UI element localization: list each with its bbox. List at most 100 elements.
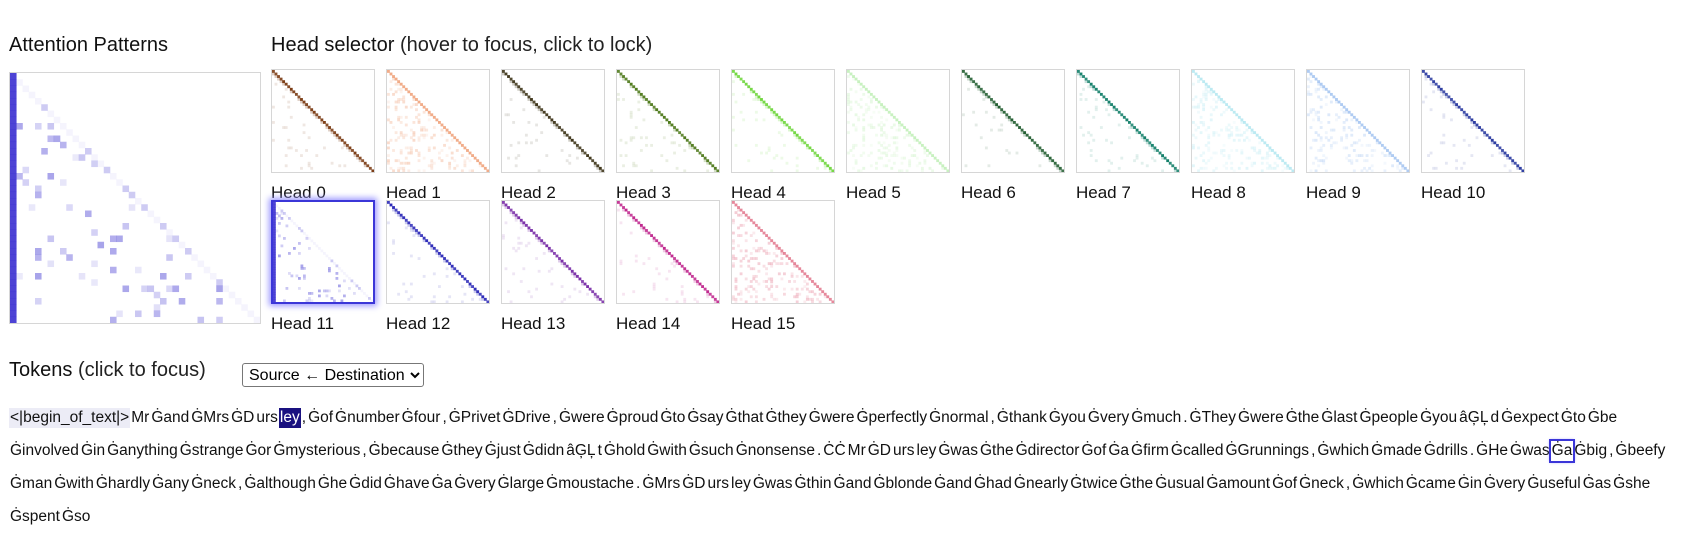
token[interactable]: ĠThey	[1189, 409, 1237, 426]
token[interactable]: Ġwith	[647, 442, 687, 459]
token[interactable]: Ġwhich	[1352, 475, 1404, 492]
token[interactable]: ley	[731, 475, 751, 492]
head-tile-15[interactable]: Head 15	[731, 200, 835, 334]
head-tile-8[interactable]: Head 8	[1191, 69, 1295, 203]
token[interactable]: urs	[707, 475, 730, 492]
token[interactable]: Ġmoustache	[546, 475, 635, 492]
token[interactable]: Ġinvolved	[10, 442, 79, 459]
token[interactable]: Ġthin	[794, 475, 832, 492]
token[interactable]: Ġnonsense	[735, 442, 815, 459]
token[interactable]: Ġwere	[558, 409, 605, 426]
token[interactable]: Ġthe	[1119, 475, 1154, 492]
token[interactable]: ley	[278, 408, 301, 428]
token[interactable]: Ġmysterious	[273, 442, 361, 459]
token[interactable]: ,	[1311, 442, 1316, 459]
token[interactable]: Ġwas	[1510, 442, 1550, 459]
attention-direction-select[interactable]: Source ← Destination	[242, 363, 424, 387]
head-tile-6[interactable]: Head 6	[961, 69, 1065, 203]
head-tile-9[interactable]: Head 9	[1306, 69, 1410, 203]
token[interactable]: Ġyou	[1420, 409, 1458, 426]
token[interactable]: Ġhardly	[95, 475, 151, 492]
head-tile-7[interactable]: Head 7	[1076, 69, 1180, 203]
token[interactable]: ,	[552, 409, 557, 426]
token[interactable]: âĢĻ	[566, 442, 596, 459]
token[interactable]: Ġof	[308, 409, 334, 426]
token[interactable]: Ġusual	[1155, 475, 1205, 492]
token[interactable]: Ġfirm	[1131, 442, 1169, 459]
token[interactable]: Ġmade	[1371, 442, 1422, 459]
token[interactable]: Ġto	[660, 409, 686, 426]
token[interactable]: Ġwith	[54, 475, 94, 492]
token[interactable]: Ġcame	[1405, 475, 1456, 492]
head-tile-11[interactable]: Head 11	[271, 200, 375, 334]
token[interactable]: Ġvery	[454, 475, 496, 492]
head-tile-1[interactable]: Head 1	[386, 69, 490, 203]
head-tile-0[interactable]: Head 0	[271, 69, 375, 203]
token[interactable]: Ġof	[1272, 475, 1298, 492]
token[interactable]: Ġwhich	[1317, 442, 1370, 459]
token[interactable]: ĠMrs	[642, 475, 681, 492]
token[interactable]: urs	[893, 442, 915, 459]
head-tile-14[interactable]: Head 14	[616, 200, 720, 334]
token[interactable]: Ġtwice	[1070, 475, 1118, 492]
token[interactable]: .	[1183, 409, 1188, 426]
token[interactable]: ĠPrivet	[448, 409, 501, 426]
head-tile-12[interactable]: Head 12	[386, 200, 490, 334]
token[interactable]: Ġwere	[1238, 409, 1284, 426]
token[interactable]: ,	[238, 475, 243, 492]
token[interactable]: Ġto	[1560, 409, 1586, 426]
token[interactable]: Ġshe	[1613, 475, 1651, 492]
token[interactable]: Ġyou	[1048, 409, 1086, 426]
token[interactable]: Ġneck	[1299, 475, 1344, 492]
token[interactable]: Ġdidn	[522, 442, 565, 459]
token[interactable]: ,	[1609, 442, 1614, 459]
token[interactable]: Ġas	[1582, 475, 1612, 492]
token[interactable]: Ġstrange	[179, 442, 244, 459]
token[interactable]: Ġvery	[1483, 475, 1526, 492]
token[interactable]: âĢĻ	[1459, 409, 1489, 426]
token[interactable]: ley	[916, 442, 937, 459]
token[interactable]: ĠD	[231, 409, 255, 426]
head-tile-3[interactable]: Head 3	[616, 69, 720, 203]
head-tile-2[interactable]: Head 2	[501, 69, 605, 203]
token[interactable]: Ġman	[10, 475, 53, 492]
token[interactable]: Mr	[847, 442, 866, 459]
head-tile-10[interactable]: Head 10	[1421, 69, 1525, 203]
token[interactable]: Ġexpect	[1501, 409, 1559, 426]
token[interactable]: Ġcalled	[1170, 442, 1224, 459]
token[interactable]: Ġhave	[383, 475, 430, 492]
head-tile-13[interactable]: Head 13	[501, 200, 605, 334]
token[interactable]: ĊĊ	[823, 442, 846, 459]
token[interactable]: Ġproud	[606, 409, 659, 426]
token[interactable]: Ġin	[1457, 475, 1482, 492]
token[interactable]: Ġthe	[1285, 409, 1320, 426]
token[interactable]: Ġany	[152, 475, 190, 492]
token[interactable]: Ġnumber	[335, 409, 400, 426]
token[interactable]: Ġthey	[765, 409, 807, 426]
token[interactable]: .	[816, 442, 822, 459]
token[interactable]: ĠHe	[1476, 442, 1509, 459]
token[interactable]: Ġfour	[401, 409, 441, 426]
token[interactable]: Ġhe	[317, 475, 348, 492]
token[interactable]: ,	[990, 409, 995, 426]
token[interactable]: ,	[1345, 475, 1351, 492]
token[interactable]: Ġthank	[996, 409, 1047, 426]
token[interactable]: <|begin_of_text|>	[9, 408, 131, 428]
token[interactable]: Ġdirector	[1015, 442, 1080, 459]
token[interactable]: Ġperfectly	[856, 409, 928, 426]
token[interactable]: ĠD	[867, 442, 891, 459]
token[interactable]: Ġneck	[191, 475, 236, 492]
token[interactable]: ĠGrunnings	[1225, 442, 1310, 459]
token[interactable]: ,	[362, 442, 367, 459]
token[interactable]: Ġwas	[752, 475, 793, 492]
token[interactable]: Ġwas	[938, 442, 978, 459]
token[interactable]: Ġand	[151, 409, 190, 426]
token[interactable]: Ġpeople	[1359, 409, 1419, 426]
token[interactable]: d	[1490, 409, 1500, 426]
token[interactable]: Ġthe	[980, 442, 1014, 459]
token[interactable]: Ġa	[431, 475, 453, 492]
token[interactable]: Ġnormal	[929, 409, 989, 426]
token[interactable]: ĠDrive	[502, 409, 551, 426]
token[interactable]: Ġbeefy	[1615, 442, 1666, 459]
token[interactable]: Ġbe	[1587, 409, 1618, 426]
